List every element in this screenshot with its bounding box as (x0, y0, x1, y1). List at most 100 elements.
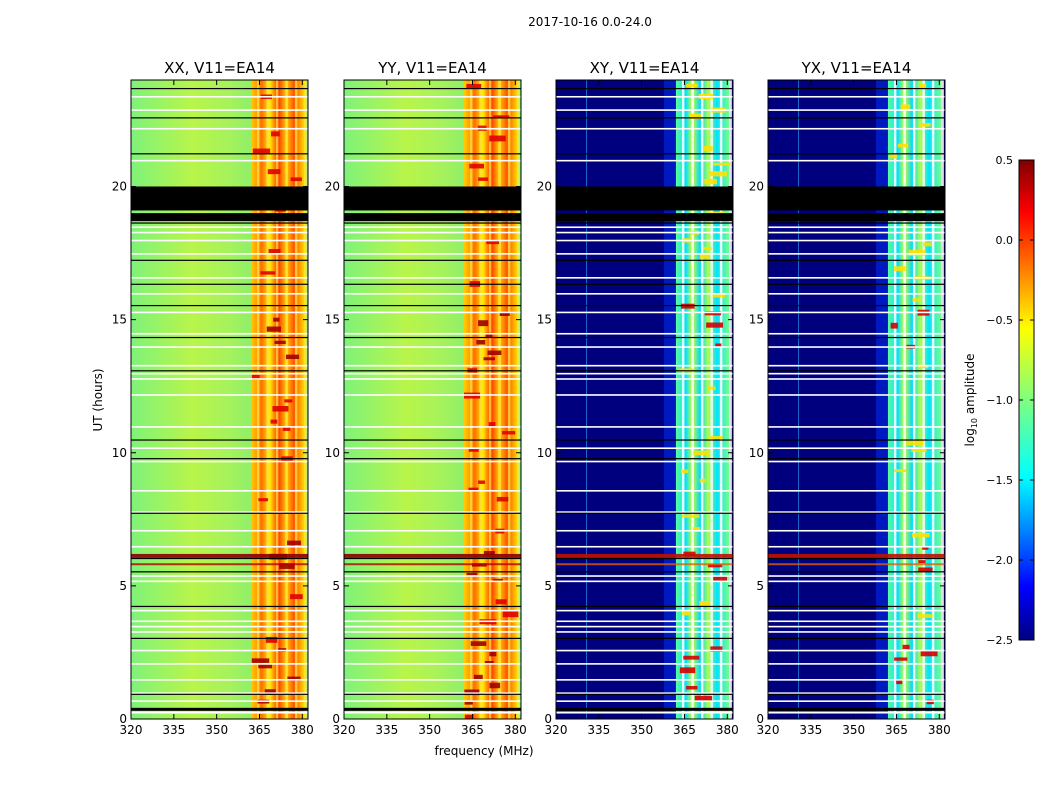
band-hotspot (918, 560, 926, 564)
y-tick-label: 5 (756, 579, 764, 593)
flag-line (131, 663, 308, 665)
band-hotspot (287, 540, 302, 546)
flag-line (344, 346, 521, 348)
black-line (556, 458, 733, 460)
flag-line (344, 109, 521, 111)
band-hotspot (258, 664, 273, 669)
black-line (344, 571, 521, 573)
band-stripe (294, 80, 298, 719)
band-hotspot (270, 131, 280, 137)
band-hotspot (489, 682, 501, 689)
band-hotspot (484, 661, 494, 665)
x-tick-label: 365 (461, 723, 484, 737)
flag-line (768, 231, 945, 234)
band-hotspot (274, 340, 286, 344)
flag-line (131, 580, 308, 583)
flag-line (344, 620, 521, 623)
band-hotspot (709, 709, 728, 713)
band-hotspot (912, 298, 921, 303)
black-line (131, 512, 308, 514)
flag-line (556, 364, 733, 367)
flag-line (131, 332, 308, 335)
band-hotspot (926, 699, 934, 705)
x-tick-label: 320 (757, 723, 780, 737)
flag-line (131, 231, 308, 234)
panel-yy: YY, V11=EA14 320 335 350 365 380 0 5 10 15 20 (325, 59, 527, 737)
flag-line (768, 277, 945, 279)
flag-line (131, 649, 308, 652)
band-hotspot (284, 399, 293, 403)
black-line (131, 439, 308, 441)
flag-line (556, 159, 733, 162)
band-hotspot (464, 700, 473, 705)
band-hotspot (706, 322, 724, 328)
flag-line (131, 692, 308, 694)
band-hotspot (704, 311, 722, 316)
flag-line (768, 631, 945, 633)
flag-line (768, 239, 945, 242)
flag-line (131, 311, 308, 314)
flag-line (556, 231, 733, 234)
band-hotspot (493, 115, 510, 119)
flag-line (768, 490, 945, 492)
flag-line (768, 364, 945, 367)
flag-line (556, 109, 733, 111)
flag-line (556, 372, 733, 375)
y-tick-label: 10 (749, 446, 764, 460)
flag-line (344, 293, 521, 295)
red-stripe (768, 553, 945, 558)
flag-line (768, 679, 945, 681)
band-hotspot (272, 406, 289, 412)
flag-line (768, 511, 945, 513)
band-hotspot (476, 339, 486, 345)
y-tick-label: 0 (119, 712, 127, 726)
black-line (556, 87, 733, 90)
black-line (131, 637, 308, 639)
x-tick-label: 380 (504, 723, 527, 737)
band-hotspot (282, 427, 291, 431)
black-line (131, 222, 308, 224)
flag-line (344, 311, 521, 314)
black-line (768, 458, 945, 460)
flag-line (556, 649, 733, 652)
black-line (344, 117, 521, 119)
band-hotspot (466, 84, 482, 89)
flag-line (131, 700, 308, 702)
band-hotspot (923, 242, 932, 247)
band-hotspot (896, 679, 903, 685)
flag-line (768, 332, 945, 335)
flag-line (768, 109, 945, 111)
band-hotspot (918, 122, 931, 127)
flag-line (556, 394, 733, 396)
flag-line (556, 609, 733, 612)
band-hotspot (908, 249, 926, 256)
band-hotspot (489, 135, 506, 142)
black-line (768, 693, 945, 695)
flagged-block (131, 186, 308, 211)
flag-line (556, 332, 733, 335)
colorbar-tick-label: −0.5 (986, 314, 1013, 327)
rfi-line (797, 80, 799, 719)
band-hotspot (478, 177, 488, 181)
black-line (556, 370, 733, 372)
flag-line (344, 529, 521, 532)
flag-line (344, 575, 521, 577)
flag-line (344, 239, 521, 242)
flag-line (556, 127, 733, 130)
panel-frame (343, 79, 522, 720)
colorbar-tick-label: −2.5 (986, 634, 1013, 647)
y-tick-label: 15 (749, 313, 764, 327)
flag-line (344, 679, 521, 681)
band-hotspot (699, 478, 706, 483)
flag-line (768, 711, 945, 714)
flag-line (768, 700, 945, 702)
flag-line (344, 253, 521, 255)
band-stripe (256, 80, 260, 719)
flag-line (768, 378, 945, 380)
flag-line (344, 460, 521, 463)
flag-line (131, 679, 308, 681)
flag-line (131, 364, 308, 367)
flagged-block (344, 707, 521, 711)
band-hotspot (680, 469, 689, 474)
flag-line (344, 426, 521, 428)
